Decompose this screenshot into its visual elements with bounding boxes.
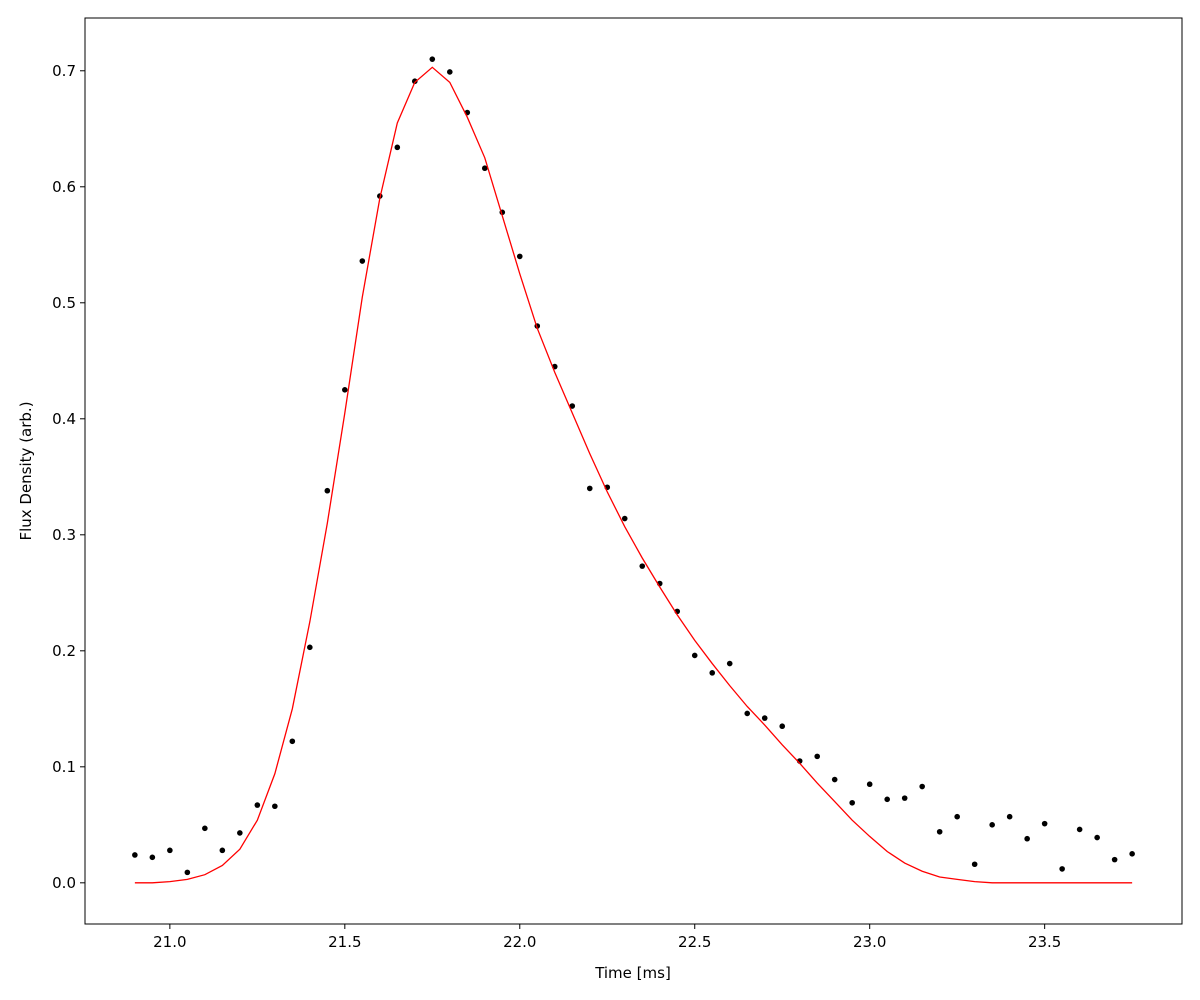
data-point	[586, 485, 593, 492]
data-point	[971, 861, 978, 868]
data-point	[639, 563, 646, 569]
data-point	[324, 487, 331, 494]
data-point	[1111, 856, 1118, 863]
data-point	[831, 776, 838, 783]
data-point	[272, 803, 278, 810]
data-point	[1094, 834, 1100, 841]
data-point	[1076, 826, 1083, 833]
plot-frame	[84, 17, 1183, 925]
data-point	[814, 753, 821, 760]
y-tick-label: 0.3	[52, 526, 76, 544]
data-point	[569, 403, 576, 409]
data-point	[446, 69, 453, 75]
data-point	[289, 738, 296, 745]
y-tick-label: 0.0	[52, 874, 76, 892]
x-axis-label: Time [ms]	[594, 964, 671, 982]
x-tick-label: 21.5	[328, 933, 361, 951]
x-tick-label: 23.0	[853, 933, 886, 951]
data-point	[744, 710, 751, 717]
data-point	[184, 869, 191, 876]
data-point	[132, 852, 138, 858]
data-point	[621, 515, 628, 522]
data-point	[411, 78, 418, 85]
data-point	[709, 670, 716, 676]
data-point	[1006, 813, 1013, 820]
data-point	[849, 799, 856, 806]
data-point	[989, 822, 995, 828]
y-tick-label: 0.4	[52, 410, 76, 428]
data-point	[936, 828, 943, 835]
data-point	[167, 847, 173, 854]
data-point	[307, 644, 313, 651]
data-point	[866, 781, 873, 788]
data-point	[429, 56, 436, 62]
data-point	[481, 165, 488, 172]
data-point	[219, 847, 226, 854]
data-point	[901, 795, 908, 801]
x-tick-label: 22.5	[678, 933, 711, 951]
data-point	[202, 825, 208, 832]
fit-line	[134, 66, 1133, 884]
x-tick-label: 23.5	[1028, 933, 1061, 951]
data-point	[1024, 835, 1030, 842]
data-point	[516, 253, 523, 260]
data-point	[1129, 851, 1135, 857]
data-point	[779, 723, 786, 730]
data-point	[919, 783, 925, 790]
data-point	[1041, 820, 1048, 827]
data-point	[254, 802, 261, 808]
x-tick-label: 22.0	[503, 933, 536, 951]
data-point	[237, 830, 243, 836]
data-point	[726, 660, 733, 667]
data-point	[359, 258, 366, 264]
data-point	[954, 813, 960, 820]
y-tick-label: 0.2	[52, 642, 76, 660]
data-point	[884, 796, 890, 803]
x-tick-label: 21.0	[153, 933, 186, 951]
y-tick-label: 0.1	[52, 758, 76, 776]
y-tick-label: 0.5	[52, 294, 76, 312]
data-point	[342, 386, 348, 393]
y-tick-label: 0.6	[52, 178, 76, 196]
data-point	[1059, 866, 1065, 872]
data-point	[761, 715, 768, 721]
data-point	[149, 854, 156, 861]
data-point	[394, 144, 401, 151]
y-axis-label: Flux Density (arb.)	[17, 401, 35, 540]
data-point	[691, 652, 698, 659]
y-tick-label: 0.7	[52, 62, 76, 80]
